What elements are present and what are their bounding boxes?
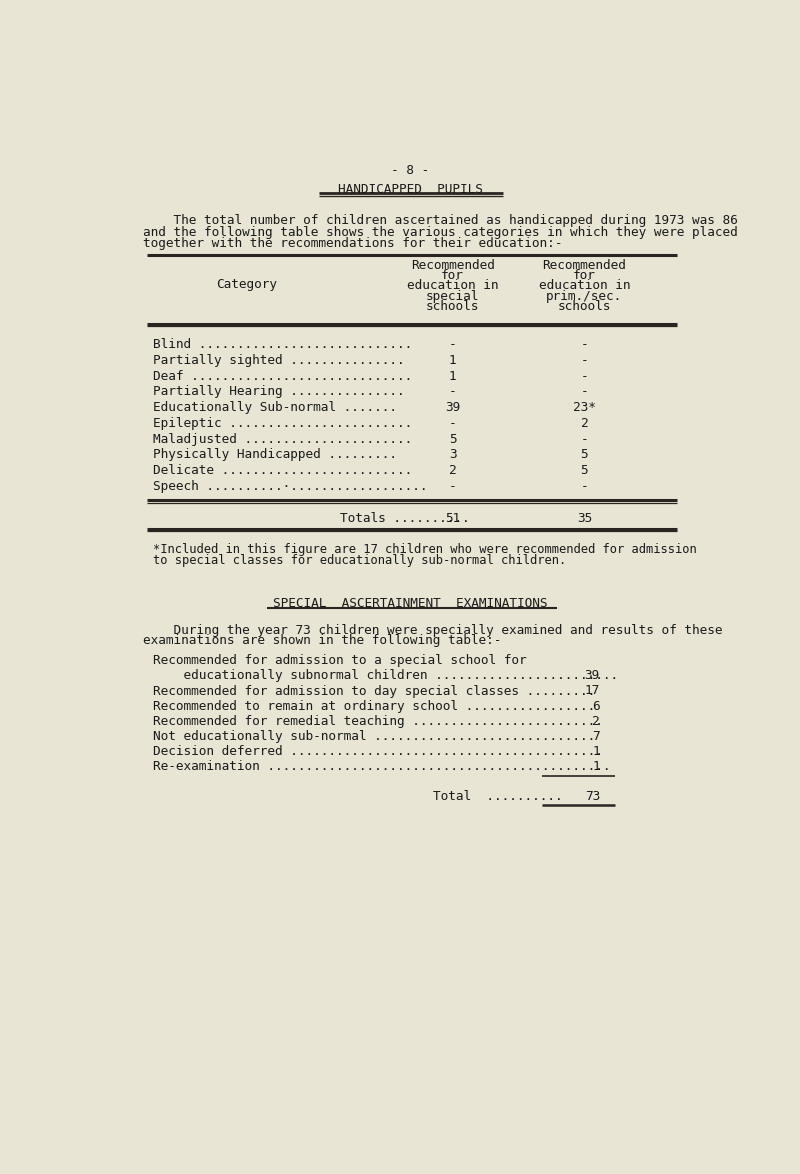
- Text: -: -: [581, 370, 588, 383]
- Text: Totals ..........: Totals ..........: [340, 512, 470, 525]
- Text: -: -: [449, 338, 457, 351]
- Text: 2: 2: [592, 715, 600, 728]
- Text: Recommended to remain at ordinary school .................: Recommended to remain at ordinary school…: [153, 700, 595, 713]
- Text: to special classes for educationally sub-normal children.: to special classes for educationally sub…: [153, 554, 566, 567]
- Text: 2: 2: [581, 417, 588, 430]
- Text: Decision deferred .........................................: Decision deferred ......................…: [153, 744, 602, 757]
- Text: Recommended for admission to day special classes .........: Recommended for admission to day special…: [153, 684, 595, 697]
- Text: - 8 -: - 8 -: [391, 164, 429, 177]
- Text: Blind ............................: Blind ............................: [153, 338, 412, 351]
- Text: special: special: [426, 290, 479, 303]
- Text: prim./sec.: prim./sec.: [546, 290, 622, 303]
- Text: 6: 6: [592, 700, 600, 713]
- Text: Category: Category: [216, 278, 278, 291]
- Text: -: -: [581, 480, 588, 493]
- Text: *Included in this figure are 17 children who were recommended for admission: *Included in this figure are 17 children…: [153, 542, 697, 555]
- Text: 5: 5: [581, 448, 588, 461]
- Text: 23*: 23*: [573, 402, 596, 414]
- Text: Deaf .............................: Deaf .............................: [153, 370, 412, 383]
- Text: examinations are shown in the following table:-: examinations are shown in the following …: [142, 634, 501, 647]
- Text: -: -: [581, 353, 588, 366]
- Text: Delicate .........................: Delicate .........................: [153, 464, 412, 478]
- Text: -: -: [581, 433, 588, 446]
- Text: 17: 17: [585, 684, 600, 697]
- Text: education in: education in: [407, 279, 498, 292]
- Text: HANDICAPPED  PUPILS: HANDICAPPED PUPILS: [338, 183, 482, 196]
- Text: Recommended for admission to a special school for: Recommended for admission to a special s…: [153, 654, 526, 668]
- Text: Maladjusted ......................: Maladjusted ......................: [153, 433, 412, 446]
- Text: Recommended: Recommended: [542, 258, 626, 271]
- Text: During the year 73 children were specially examined and results of these: During the year 73 children were special…: [142, 623, 722, 636]
- Text: schools: schools: [558, 301, 611, 313]
- Text: 5: 5: [449, 433, 457, 446]
- Text: Partially Hearing ...............: Partially Hearing ...............: [153, 385, 404, 398]
- Text: Re-examination .............................................: Re-examination .........................…: [153, 760, 610, 772]
- Text: education in: education in: [538, 279, 630, 292]
- Text: 1: 1: [449, 370, 457, 383]
- Text: together with the recommendations for their education:-: together with the recommendations for th…: [142, 237, 562, 250]
- Text: 39: 39: [585, 669, 600, 682]
- Text: schools: schools: [426, 301, 479, 313]
- Text: Total  ..........: Total ..........: [434, 790, 563, 803]
- Text: Physically Handicapped .........: Physically Handicapped .........: [153, 448, 397, 461]
- Text: -: -: [449, 417, 457, 430]
- Text: Recommended for remedial teaching .........................: Recommended for remedial teaching ......…: [153, 715, 602, 728]
- Text: Partially sighted ...............: Partially sighted ...............: [153, 353, 404, 366]
- Text: 73: 73: [585, 790, 600, 803]
- Text: 1: 1: [592, 760, 600, 772]
- Text: and the following table shows the various categories in which they were placed: and the following table shows the variou…: [142, 225, 738, 238]
- Text: Epileptic ........................: Epileptic ........................: [153, 417, 412, 430]
- Text: for: for: [573, 269, 596, 282]
- Text: for: for: [441, 269, 464, 282]
- Text: 3: 3: [449, 448, 457, 461]
- Text: SPECIAL  ASCERTAINMENT  EXAMINATIONS: SPECIAL ASCERTAINMENT EXAMINATIONS: [273, 596, 547, 609]
- Text: 1: 1: [592, 744, 600, 757]
- Text: 35: 35: [577, 512, 592, 525]
- Text: -: -: [581, 338, 588, 351]
- Text: -: -: [581, 385, 588, 398]
- Text: 51: 51: [445, 512, 460, 525]
- Text: The total number of children ascertained as handicapped during 1973 was 86: The total number of children ascertained…: [142, 214, 738, 227]
- Text: 39: 39: [445, 402, 460, 414]
- Text: -: -: [449, 385, 457, 398]
- Text: Educationally Sub-normal .......: Educationally Sub-normal .......: [153, 402, 397, 414]
- Text: 5: 5: [581, 464, 588, 478]
- Text: 1: 1: [449, 353, 457, 366]
- Text: educationally subnormal children ........................: educationally subnormal children .......…: [153, 669, 618, 682]
- Text: -: -: [449, 480, 457, 493]
- Text: 2: 2: [449, 464, 457, 478]
- Text: 7: 7: [592, 729, 600, 742]
- Text: Recommended: Recommended: [410, 258, 494, 271]
- Text: Speech ..........·..................: Speech ..........·..................: [153, 480, 427, 493]
- Text: Not educationally sub-normal .............................: Not educationally sub-normal ...........…: [153, 729, 595, 742]
